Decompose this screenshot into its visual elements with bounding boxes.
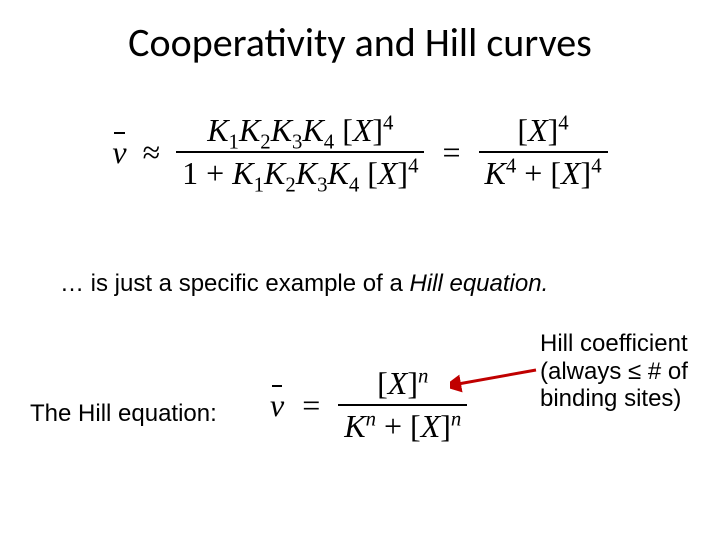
k2-sub-d: 2 (285, 173, 295, 196)
lbracket-d: [ (367, 155, 378, 191)
fraction-1-numerator: K1K2K3K4 [X]4 (176, 112, 424, 151)
k3-sym-d: K (296, 155, 317, 191)
subtext-italic: Hill equation. (409, 270, 548, 297)
k4-sub: 4 (324, 130, 334, 153)
rbracket-hd: ] (440, 408, 451, 444)
slide-title: Cooperativity and Hill curves (0, 18, 720, 67)
lbracket-2: [ (517, 112, 528, 148)
k2-sub: 2 (260, 130, 270, 153)
k1-sub-d: 1 (254, 173, 264, 196)
x-sym: X (353, 112, 373, 148)
exp-4-2d: 4 (591, 154, 601, 177)
k3-sub: 3 (292, 130, 302, 153)
k2-sym-d: K (264, 155, 285, 191)
rbracket-h: ] (407, 365, 418, 401)
k3-sub-d: 3 (317, 173, 327, 196)
equals-symbol: = (432, 134, 470, 170)
fraction-2-denominator: K4 + [X]4 (479, 151, 608, 192)
hill-fraction-numerator: [X]n (338, 365, 467, 404)
nu-bar-symbol-2: ν (270, 387, 284, 424)
hill-equation: ν = [X]n Kn + [X]n (270, 365, 467, 445)
lbracket-h: [ (377, 365, 388, 401)
k4-sub-d: 4 (349, 173, 359, 196)
k-exp-2: 4 (506, 154, 516, 177)
rbracket: ] (372, 112, 383, 148)
fraction-2-numerator: [X]4 (479, 112, 608, 151)
plus-h: + (376, 408, 410, 444)
exp-n-hd: n (451, 407, 461, 430)
plus-2: + (516, 155, 550, 191)
annotation-line-1: Hill coefficient (540, 330, 688, 358)
arrow-line (458, 370, 536, 384)
x-sym-2: X (528, 112, 548, 148)
rbracket-d: ] (397, 155, 408, 191)
arrow-icon (450, 362, 540, 402)
k-sym-h: K (344, 408, 365, 444)
subtext: … is just a specific example of a Hill e… (60, 270, 660, 298)
subtext-lead: … is just a specific example of a (60, 270, 409, 297)
x-sym-hd: X (421, 408, 441, 444)
exp-n-h: n (418, 364, 428, 387)
fraction-1: K1K2K3K4 [X]4 1 + K1K2K3K4 [X]4 (176, 112, 424, 192)
hill-fraction-denominator: Kn + [X]n (338, 404, 467, 445)
exp-4-d: 4 (408, 154, 418, 177)
k3-sym: K (271, 112, 292, 148)
k1-sub: 1 (229, 130, 239, 153)
k1-sym-d: K (232, 155, 253, 191)
annotation-line-2: (always ≤ # of (540, 358, 688, 386)
hill-fraction: [X]n Kn + [X]n (338, 365, 467, 445)
hill-equation-label: The Hill equation: (30, 400, 217, 428)
one-plus: 1 + (182, 155, 232, 191)
equation-approx: ν ≈ K1K2K3K4 [X]4 1 + K1K2K3K4 [X]4 = [X… (0, 112, 720, 192)
k-exp-h: n (366, 407, 376, 430)
nu-bar-symbol: ν (112, 134, 126, 171)
lbracket: [ (342, 112, 353, 148)
k1-sym: K (207, 112, 228, 148)
slide: Cooperativity and Hill curves ν ≈ K1K2K3… (0, 0, 720, 540)
approx-symbol: ≈ (135, 134, 169, 170)
k-sym-2: K (485, 155, 506, 191)
k4-sym-d: K (327, 155, 348, 191)
lbracket-2d: [ (550, 155, 561, 191)
fraction-1-denominator: 1 + K1K2K3K4 [X]4 (176, 151, 424, 192)
fraction-2: [X]4 K4 + [X]4 (479, 112, 608, 192)
lbracket-hd: [ (410, 408, 421, 444)
k4-sym: K (302, 112, 323, 148)
k2-sym: K (239, 112, 260, 148)
hill-coefficient-annotation: Hill coefficient (always ≤ # of binding … (540, 330, 688, 413)
rbracket-2d: ] (581, 155, 592, 191)
rbracket-2: ] (548, 112, 559, 148)
x-sym-2d: X (561, 155, 581, 191)
x-sym-d: X (378, 155, 398, 191)
exp-4-2: 4 (558, 111, 568, 134)
x-sym-h: X (388, 365, 408, 401)
exp-4: 4 (383, 111, 393, 134)
equals-symbol-2: = (292, 387, 330, 423)
annotation-line-3: binding sites) (540, 385, 688, 413)
